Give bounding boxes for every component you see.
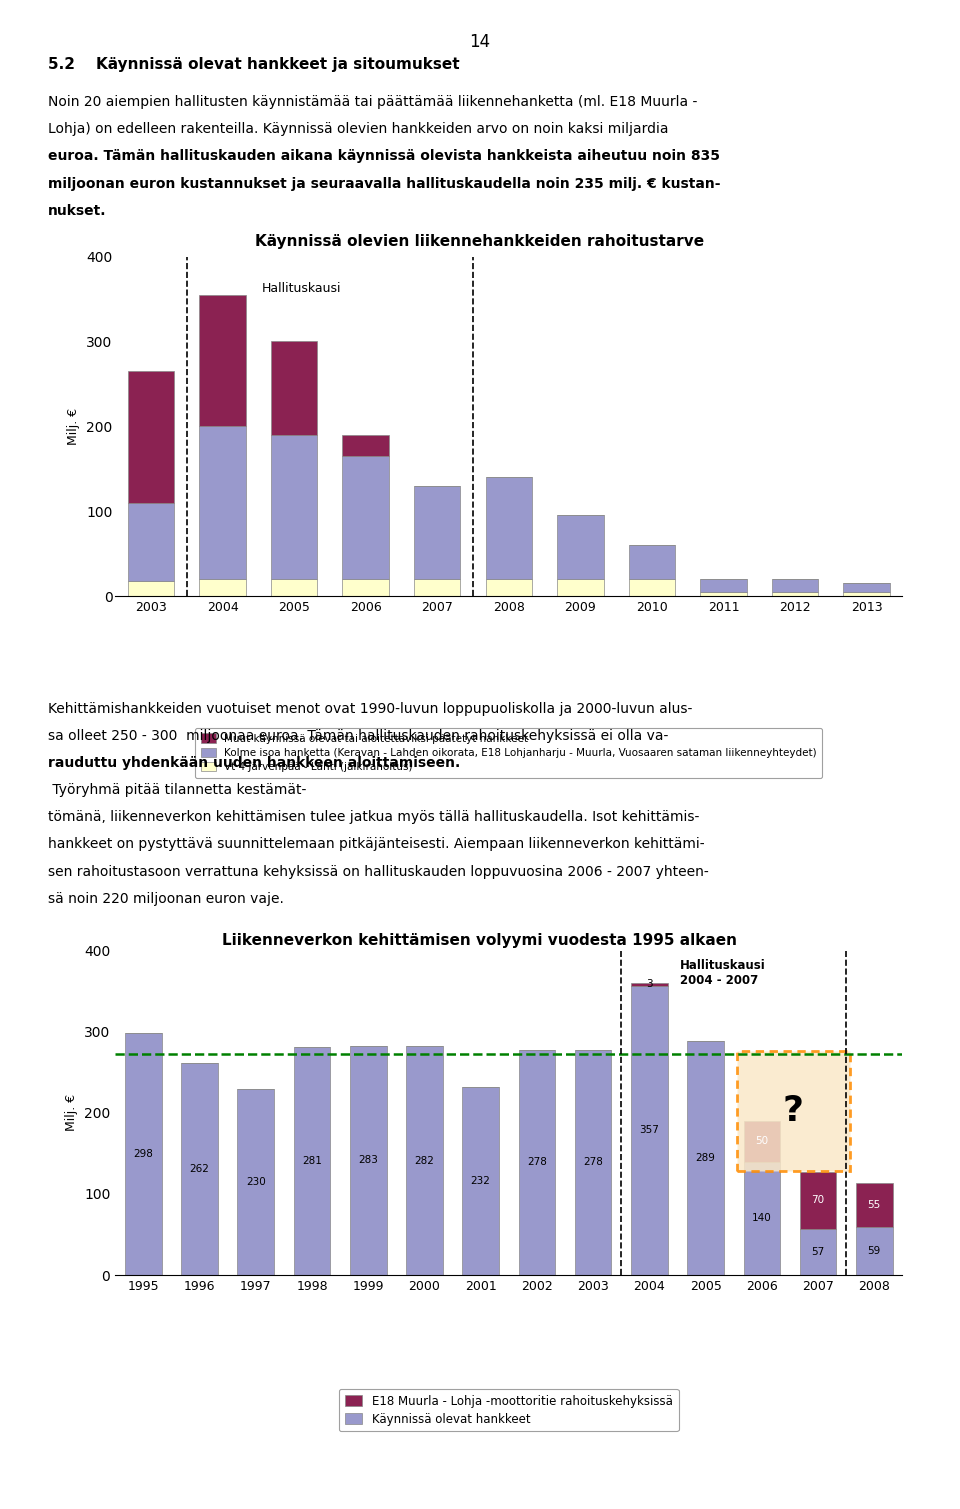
Text: 14: 14 xyxy=(469,33,491,51)
Text: Hallituskausi: Hallituskausi xyxy=(262,282,342,294)
Bar xyxy=(343,435,389,456)
Bar xyxy=(772,592,818,596)
Text: miljoonan euron kustannukset ja seuraavalla hallituskaudella noin 235 milj. € ku: miljoonan euron kustannukset ja seuraava… xyxy=(48,177,721,190)
FancyBboxPatch shape xyxy=(736,1052,851,1171)
Text: 283: 283 xyxy=(358,1156,378,1165)
Bar xyxy=(463,1086,499,1275)
Bar xyxy=(772,579,818,592)
Text: 281: 281 xyxy=(302,1156,322,1166)
Text: Noin 20 aiempien hallitusten käynnistämää tai päättämää liikennehanketta (ml. E1: Noin 20 aiempien hallitusten käynnistämä… xyxy=(48,95,697,109)
Bar xyxy=(687,1041,724,1275)
Text: ?: ? xyxy=(782,1094,804,1129)
Y-axis label: Milj. €: Milj. € xyxy=(67,407,81,445)
Bar xyxy=(629,579,675,596)
Bar xyxy=(271,579,318,596)
Bar xyxy=(856,1227,893,1275)
Bar xyxy=(128,581,175,596)
Bar xyxy=(856,1183,893,1227)
Bar xyxy=(294,1047,330,1275)
Text: 70: 70 xyxy=(811,1195,825,1206)
Bar xyxy=(200,579,246,596)
Text: Kehittämishankkeiden vuotuiset menot ovat 1990-luvun loppupuoliskolla ja 2000-lu: Kehittämishankkeiden vuotuiset menot ova… xyxy=(48,702,692,715)
Text: 50: 50 xyxy=(756,1136,768,1147)
Bar xyxy=(486,579,532,596)
Text: 357: 357 xyxy=(639,1126,660,1135)
Bar xyxy=(800,1228,836,1275)
Bar xyxy=(271,341,318,435)
Text: euroa. Tämän hallituskauden aikana käynnissä olevista hankkeista aiheutuu noin 8: euroa. Tämän hallituskauden aikana käynn… xyxy=(48,149,720,163)
Text: 3: 3 xyxy=(646,979,653,990)
Bar xyxy=(631,984,667,985)
Bar xyxy=(575,1050,612,1275)
Bar xyxy=(200,294,246,426)
Bar xyxy=(128,371,175,502)
Bar xyxy=(200,426,246,579)
Bar xyxy=(343,456,389,579)
Bar xyxy=(700,579,747,592)
Bar xyxy=(414,486,461,579)
Text: 59: 59 xyxy=(868,1246,881,1255)
Text: 230: 230 xyxy=(246,1177,266,1188)
Bar xyxy=(271,435,318,579)
Bar xyxy=(486,477,532,579)
Text: 278: 278 xyxy=(527,1157,547,1168)
Text: 262: 262 xyxy=(190,1163,209,1174)
Text: 232: 232 xyxy=(470,1176,491,1186)
Legend: Muut käynnissä olevat tai aloitettaviksi päätetyt hankkeet, Kolme isoa hanketta : Muut käynnissä olevat tai aloitettaviksi… xyxy=(195,729,823,777)
Text: sä noin 220 miljoonan euron vaje.: sä noin 220 miljoonan euron vaje. xyxy=(48,892,284,905)
Text: 298: 298 xyxy=(133,1150,154,1159)
Bar xyxy=(237,1088,274,1275)
Bar xyxy=(844,592,890,596)
Bar xyxy=(406,1046,443,1275)
Bar xyxy=(744,1121,780,1162)
Text: sa olleet 250 - 300  miljoonaa euroa. Tämän hallituskauden rahoituskehyksissä ei: sa olleet 250 - 300 miljoonaa euroa. Täm… xyxy=(48,729,668,742)
Bar xyxy=(343,579,389,596)
Bar xyxy=(557,516,604,579)
Text: Liikenneverkon kehittämisen volyymi vuodesta 1995 alkaen: Liikenneverkon kehittämisen volyymi vuod… xyxy=(223,933,737,948)
Bar xyxy=(844,584,890,592)
Bar xyxy=(128,502,175,581)
Bar xyxy=(700,592,747,596)
Bar xyxy=(181,1062,218,1275)
Text: 140: 140 xyxy=(752,1213,772,1224)
Bar xyxy=(744,1162,780,1275)
Text: 282: 282 xyxy=(415,1156,434,1166)
Bar xyxy=(631,985,667,1275)
Text: nukset.: nukset. xyxy=(48,204,107,217)
Text: 289: 289 xyxy=(696,1153,715,1163)
Bar xyxy=(125,1034,161,1275)
Text: Lohja) on edelleen rakenteilla. Käynnissä olevien hankkeiden arvo on noin kaksi : Lohja) on edelleen rakenteilla. Käynniss… xyxy=(48,122,668,136)
Text: Hallituskausi
2004 - 2007: Hallituskausi 2004 - 2007 xyxy=(681,958,766,987)
Bar xyxy=(414,579,461,596)
Text: 5.2    Käynnissä olevat hankkeet ja sitoumukset: 5.2 Käynnissä olevat hankkeet ja sitoumu… xyxy=(48,57,460,72)
Bar xyxy=(629,545,675,579)
Text: Käynnissä olevien liikennehankkeiden rahoitustarve: Käynnissä olevien liikennehankkeiden rah… xyxy=(255,234,705,249)
Text: rauduttu yhdenkään uuden hankkeen aloittamiseen.: rauduttu yhdenkään uuden hankkeen aloitt… xyxy=(48,756,460,770)
Bar xyxy=(518,1050,555,1275)
Bar xyxy=(350,1046,387,1275)
Text: 55: 55 xyxy=(868,1200,881,1210)
Bar xyxy=(557,579,604,596)
Text: hankkeet on pystyttävä suunnittelemaan pitkäjänteisesti. Aiempaan liikenneverkon: hankkeet on pystyttävä suunnittelemaan p… xyxy=(48,837,705,851)
Text: sen rahoitustasoon verrattuna kehyksissä on hallituskauden loppuvuosina 2006 - 2: sen rahoitustasoon verrattuna kehyksissä… xyxy=(48,865,708,878)
Text: Työryhmä pitää tilannetta kestämät-: Työryhmä pitää tilannetta kestämät- xyxy=(48,783,306,797)
Legend: E18 Muurla - Lohja -moottoritie rahoituskehyksissä, Käynnissä olevat hankkeet: E18 Muurla - Lohja -moottoritie rahoitus… xyxy=(339,1388,679,1432)
Text: 278: 278 xyxy=(584,1157,603,1168)
Bar xyxy=(800,1172,836,1228)
Text: tömänä, liikenneverkon kehittämisen tulee jatkua myös tällä hallituskaudella. Is: tömänä, liikenneverkon kehittämisen tule… xyxy=(48,810,700,824)
Text: 57: 57 xyxy=(811,1246,825,1257)
Y-axis label: Milj. €: Milj. € xyxy=(65,1094,79,1132)
